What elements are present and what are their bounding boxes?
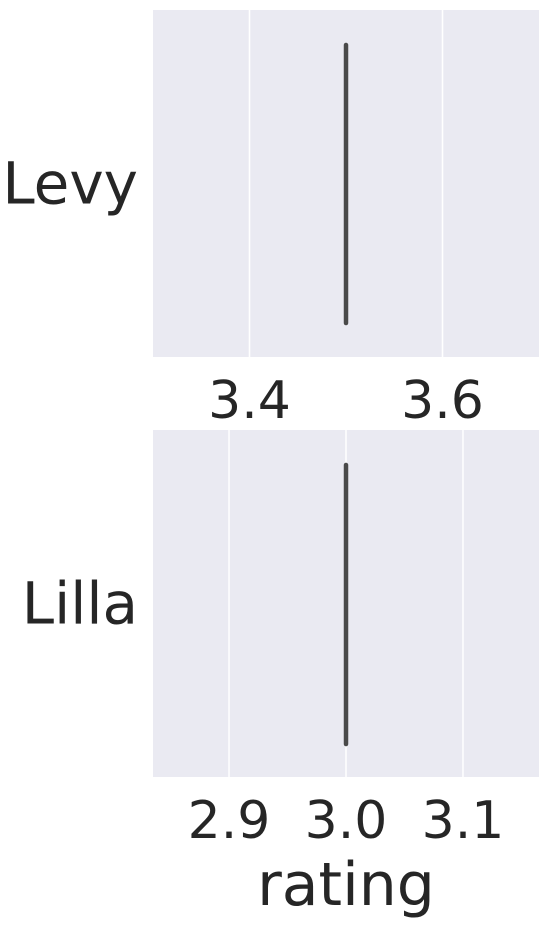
lilla-panel: 2.9 3.0 3.1 Lilla rating — [22, 430, 539, 920]
x-tick-label: 3.1 — [422, 791, 505, 851]
x-tick-label: 3.4 — [208, 371, 291, 431]
x-tick-label: 2.9 — [188, 791, 271, 851]
x-tick-label: 3.6 — [401, 371, 484, 431]
x-tick-label: 3.0 — [305, 791, 388, 851]
category-label: Levy — [2, 150, 138, 218]
x-axis-title: rating — [257, 850, 435, 920]
levy-panel: 3.4 3.6 Levy — [2, 10, 539, 431]
category-label: Lilla — [22, 570, 138, 638]
